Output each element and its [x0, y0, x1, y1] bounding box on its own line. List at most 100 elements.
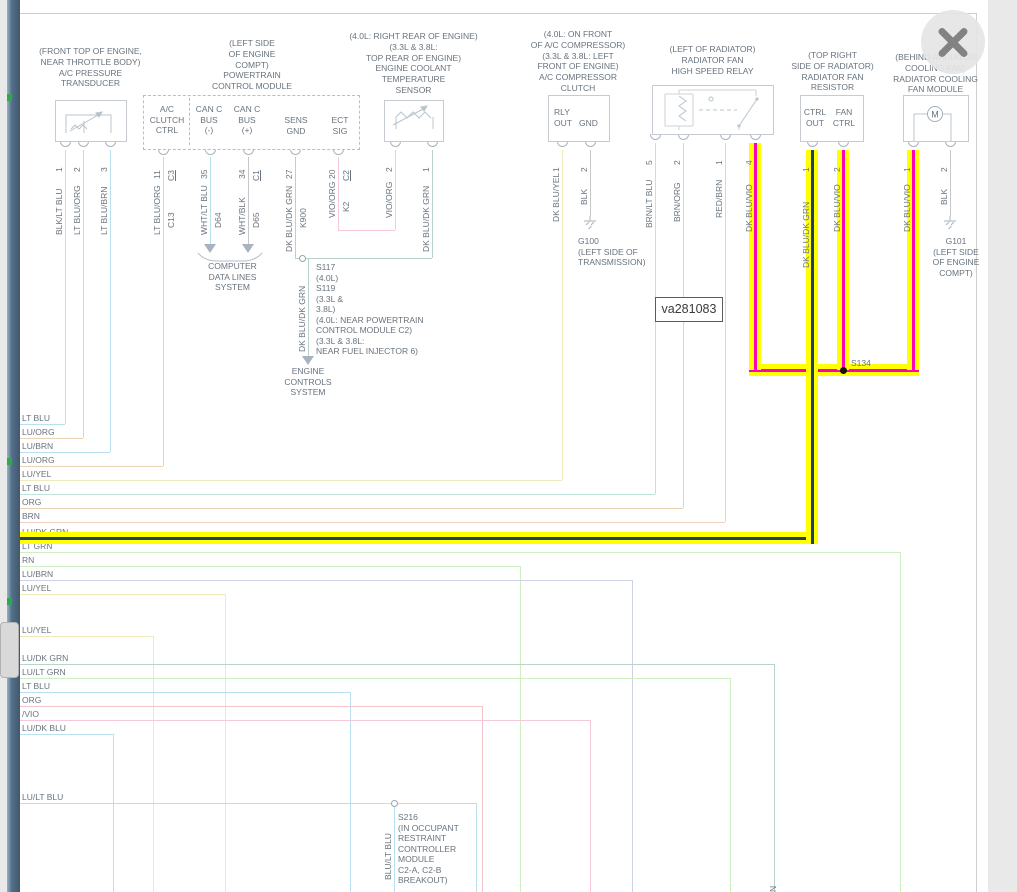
- highlight-core: [20, 536, 818, 540]
- highlight-core: [810, 150, 814, 544]
- wire-line: [20, 691, 350, 693]
- wire-line: [20, 493, 655, 495]
- wire-line: [589, 150, 591, 216]
- left-edge-wire-label: LU/BRN: [22, 441, 54, 451]
- wire-label: DK BLU/DK GRN: [297, 285, 307, 352]
- left-edge-wire-label: LU/LT GRN: [22, 667, 66, 677]
- wire-line: [20, 677, 730, 679]
- wire-label: WHT/BLK: [237, 197, 247, 235]
- page-border-right: [976, 13, 977, 892]
- scroll-marker: [7, 598, 12, 605]
- splice-icon: [299, 255, 306, 262]
- wire-pin-number: 27: [284, 169, 294, 179]
- highlight-core: [749, 368, 919, 372]
- wire-label: DK BLU/VIO: [744, 184, 754, 232]
- wire-pin-number: 5: [644, 160, 654, 165]
- wire-label: LT BLU/ORG: [72, 185, 82, 235]
- arrow-down-icon: [204, 244, 216, 253]
- left-edge-wire-label: ORG: [22, 497, 42, 507]
- scroll-handle[interactable]: [0, 622, 19, 678]
- wire-circuit-id: K900: [298, 208, 308, 228]
- component-radiator-fan-resistor: [800, 95, 864, 142]
- note-ground-g101: G101 (LEFT SIDE OF ENGINE COMPT): [932, 236, 980, 278]
- left-edge-wire-label: LU/YEL: [22, 583, 52, 593]
- relay-symbol-icon: [664, 89, 759, 130]
- left-edge-wire-label: LU/YEL: [22, 625, 52, 635]
- component-radiator-fan-high-speed-relay: [652, 85, 774, 135]
- wire-connector-id: C2: [341, 170, 351, 181]
- wire-line: [20, 565, 520, 567]
- wire-line: [162, 157, 164, 466]
- wire-line: [899, 552, 901, 892]
- highlight-core: [753, 143, 757, 370]
- wire-label: DK BLU/VIO: [902, 184, 912, 232]
- wire-label: BRN/LT BLU: [644, 179, 654, 228]
- wire-label-cut: N: [768, 885, 778, 892]
- note-splice-s117: S117 (4.0L) S119 (3.3L & 3.8L) (4.0L: NE…: [316, 262, 424, 356]
- clutch-terminal-rly-out: RLY OUT: [554, 107, 572, 128]
- diagram-reference-code: va281083: [655, 297, 723, 322]
- wire-pin-number: 20: [327, 169, 337, 179]
- left-edge-wire-label: LT BLU: [22, 483, 51, 493]
- pcm-terminal-can-c-bus-minus: CAN C BUS (-): [195, 104, 223, 135]
- wire-line: [112, 734, 114, 892]
- wire-pin-number: 3: [99, 167, 109, 172]
- left-edge-wire-label: /VIO: [22, 709, 40, 719]
- left-edge-wire-label: LT BLU: [22, 681, 51, 691]
- wire-pin-number: 1: [54, 167, 64, 172]
- wire-pin-number: 2: [72, 167, 82, 172]
- wire-line: [631, 580, 633, 892]
- wire-label: LT BLU/BRN: [99, 186, 109, 235]
- wire-circuit-id: C13: [166, 212, 176, 228]
- wire-pin-number: 2: [384, 167, 394, 172]
- left-edge-wire-label: LU/ORG: [22, 427, 55, 437]
- wire-pin-number: 4: [744, 160, 754, 165]
- clutch-terminal-gnd: GND: [579, 117, 598, 128]
- right-edge-bar: [988, 0, 1011, 892]
- wire-line: [109, 150, 111, 452]
- wire-label: DK BLU/DK GRN: [801, 201, 811, 268]
- brace-icon: [197, 252, 263, 262]
- wire-circuit-id: D65: [251, 212, 261, 228]
- component-radiator-cooling-fan-module: M: [903, 95, 969, 142]
- wire-line: [20, 465, 163, 467]
- wire-pin-number: 11: [152, 170, 162, 179]
- pcm-terminal-ac-clutch-ctrl: A/C CLUTCH CTRL: [149, 104, 185, 135]
- wire-pin-number: 1: [714, 160, 724, 165]
- caption-engine-coolant-temp-sensor: (4.0L: RIGHT REAR OF ENGINE) (3.3L & 3.8…: [349, 31, 478, 95]
- left-edge-wire-label: LU/LT BLU: [22, 792, 64, 802]
- wire-line: [20, 663, 774, 665]
- link-computer-data-lines-system: COMPUTER DATA LINES SYSTEM: [208, 261, 257, 292]
- wire-line: [393, 803, 395, 892]
- wire-connector-id: C3: [166, 170, 176, 181]
- left-edge-wire-label: LU/DK BLU: [22, 723, 66, 733]
- close-button[interactable]: [921, 10, 985, 74]
- wire-label: BLK: [579, 188, 589, 205]
- wire-line: [724, 143, 726, 522]
- wire-line: [338, 229, 395, 231]
- wire-line: [20, 451, 110, 453]
- left-edge-bar: [7, 0, 20, 892]
- scroll-marker: [7, 458, 12, 465]
- wire-pin-number: 1: [551, 167, 561, 172]
- left-edge-wire-label: LU/DK GRN: [22, 653, 69, 663]
- wire-line: [20, 593, 225, 595]
- wire-label: BRN/ORG: [672, 182, 682, 222]
- wire-line: [349, 692, 351, 892]
- wire-line: [152, 636, 154, 892]
- wire-line: [20, 802, 476, 804]
- resistor-terminal-fan-ctrl: FAN CTRL: [832, 107, 856, 128]
- caption-radiator-fan-resistor: (TOP RIGHT SIDE OF RADIATOR) RADIATOR FA…: [791, 50, 874, 93]
- wire-pin-number: 2: [672, 160, 682, 165]
- wire-line: [561, 150, 563, 480]
- left-edge-wire-label: BRN: [22, 511, 40, 521]
- pcm-terminal-can-c-bus-plus: CAN C BUS (+): [233, 104, 261, 135]
- pcm-terminal-ect-sig: ECT SIG: [331, 115, 349, 136]
- wire-line: [64, 150, 66, 424]
- highlight-core: [841, 150, 845, 370]
- wire-line: [20, 551, 900, 553]
- scroll-marker: [7, 94, 12, 101]
- wire-line: [20, 507, 683, 509]
- wire-connector-id: C1: [251, 170, 261, 181]
- wire-circuit-id: K2: [341, 201, 351, 212]
